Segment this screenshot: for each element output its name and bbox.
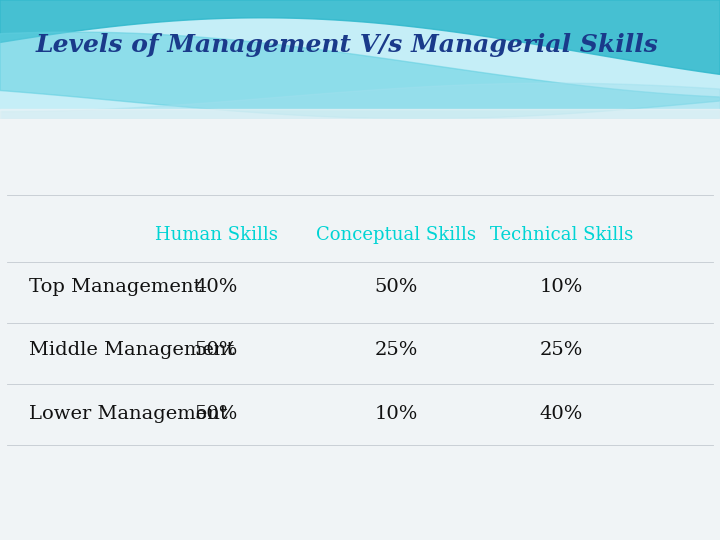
Text: Middle Management: Middle Management xyxy=(29,341,234,360)
Text: 50%: 50% xyxy=(194,341,238,360)
Text: 50%: 50% xyxy=(374,278,418,296)
Text: Top Management: Top Management xyxy=(29,278,201,296)
Text: 10%: 10% xyxy=(540,278,583,296)
Text: Levels of Management V/s Managerial Skills: Levels of Management V/s Managerial Skil… xyxy=(36,33,659,57)
Text: 25%: 25% xyxy=(540,341,583,360)
Text: 40%: 40% xyxy=(194,278,238,296)
Text: Technical Skills: Technical Skills xyxy=(490,226,633,244)
Text: 50%: 50% xyxy=(194,404,238,423)
Text: Human Skills: Human Skills xyxy=(155,226,277,244)
Text: 25%: 25% xyxy=(374,341,418,360)
Text: 40%: 40% xyxy=(540,404,583,423)
Text: Lower Management: Lower Management xyxy=(29,404,228,423)
Text: Conceptual Skills: Conceptual Skills xyxy=(316,226,476,244)
Text: 10%: 10% xyxy=(374,404,418,423)
